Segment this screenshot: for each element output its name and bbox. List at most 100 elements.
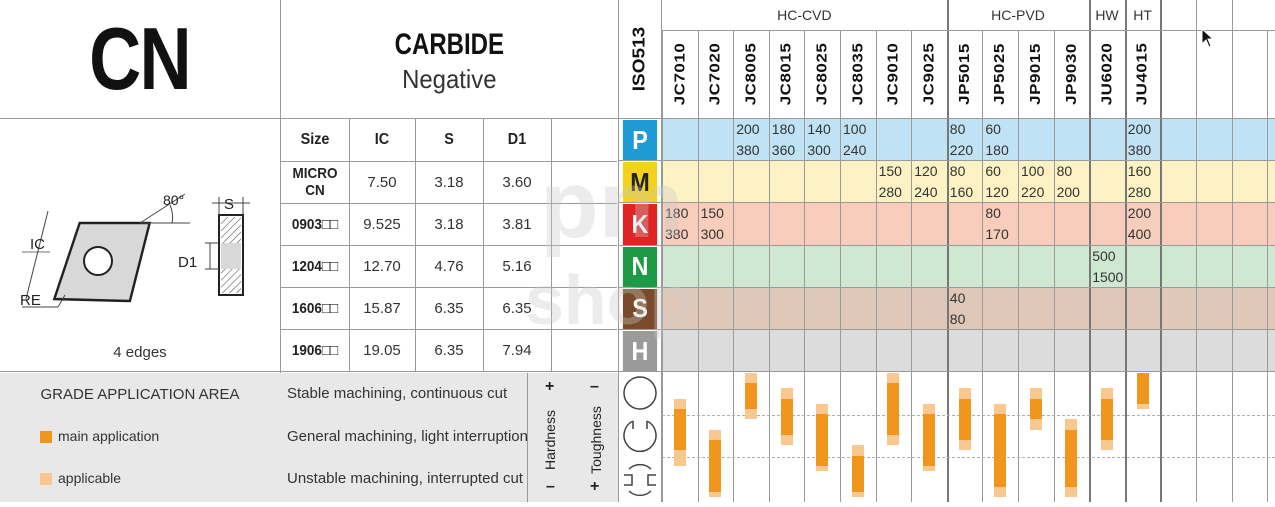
grid-row-line xyxy=(662,30,1275,31)
dim-col-line xyxy=(483,119,484,372)
dim-col-line xyxy=(551,119,552,372)
hardness-plus: + xyxy=(545,378,555,395)
main-application-bar xyxy=(994,414,1007,487)
main-application-bar xyxy=(709,440,722,492)
hardness-toughness-cell xyxy=(528,373,618,502)
dim-col-line xyxy=(415,119,416,372)
dim-row-line xyxy=(281,287,617,288)
insert-drawing-icon: 80° S D1 IC RE xyxy=(20,192,250,309)
dim-cell-s: 3.18 xyxy=(434,215,464,233)
series-code: CN xyxy=(89,9,193,108)
re-label: RE xyxy=(20,292,41,309)
dim-cell-ic: 15.87 xyxy=(363,299,401,317)
dim-cell-d1: 5.16 xyxy=(502,257,532,275)
dim-header-ic: IC xyxy=(374,131,390,148)
grade-header-cell: JC8025 xyxy=(804,30,840,118)
dim-cell-s: 6.35 xyxy=(434,299,464,317)
hardness-minus: – xyxy=(546,478,555,495)
main-application-bar xyxy=(887,383,900,435)
grade-header-cell: JC9010 xyxy=(876,30,912,118)
dim-cell-d1: 3.60 xyxy=(502,173,532,191)
main-application-swatch xyxy=(40,431,52,443)
condition-unstable: Unstable machining, interrupted cut xyxy=(287,470,523,487)
hardness-label-cell: Hardness xyxy=(530,410,570,470)
grade-header-cell: JC7020 xyxy=(698,30,734,118)
dim-cell-size: 1606□□ xyxy=(291,299,339,317)
hardness-label: Hardness xyxy=(542,410,559,470)
mouse-cursor-icon xyxy=(1201,28,1215,48)
grade-header-cell: JC8035 xyxy=(840,30,876,118)
material-row-k xyxy=(662,203,1275,246)
applicable-bar xyxy=(851,445,864,497)
insert-type: Negative xyxy=(401,63,497,94)
condition-general: General machining, light interruption xyxy=(287,428,528,445)
grade-jp9015: JP9015 xyxy=(1027,43,1044,105)
group-hc-pvd: HC-PVD xyxy=(991,7,1045,23)
main-application-bar xyxy=(780,398,793,435)
continuous-cut-icon xyxy=(623,376,657,410)
grade-jc9010: JC9010 xyxy=(884,42,902,106)
dim-cell-ic: 19.05 xyxy=(363,341,401,359)
dim-cell-d1: 3.81 xyxy=(502,215,532,233)
condition-icons xyxy=(619,373,661,502)
main-application-bar xyxy=(851,455,864,492)
grade-header-cell: JC7010 xyxy=(662,30,698,118)
dim-header-d1: D1 xyxy=(507,131,527,148)
grade-jc9025: JC9025 xyxy=(920,42,937,106)
applicable-bar xyxy=(709,429,722,497)
grade-jp9030: JP9030 xyxy=(1062,43,1080,105)
material-row-p xyxy=(662,119,1275,162)
applicable-bar xyxy=(958,388,971,451)
applicable-bar xyxy=(1136,373,1149,410)
application-title: GRADE APPLICATION AREA xyxy=(40,385,240,403)
grade-ju6020: JU6020 xyxy=(1098,42,1115,106)
s-label: S xyxy=(224,196,234,213)
grade-header-cell: JP5025 xyxy=(982,30,1018,118)
dim-cell-d1: 6.35 xyxy=(502,299,532,317)
grade-jc8025: JC8025 xyxy=(813,42,830,106)
applicable-bar xyxy=(1101,388,1113,451)
main-application-bar xyxy=(1065,429,1078,487)
grade-jc8005: JC8005 xyxy=(742,42,759,106)
material-row-s xyxy=(662,287,1275,330)
grade-jc8015: JC8015 xyxy=(778,42,795,106)
main-application-bar xyxy=(816,414,829,466)
toughness-plus: + xyxy=(590,478,600,495)
main-application-bar xyxy=(1101,398,1113,441)
material-type-cell: CARBIDE Negative xyxy=(281,0,617,118)
dim-cell-size: MICRO CN xyxy=(292,165,338,199)
dim-row-line xyxy=(281,161,617,162)
series-code-cell: CN xyxy=(0,0,280,118)
material-row-n xyxy=(662,245,1275,288)
main-application-bar xyxy=(673,409,686,451)
grade-jc7010: JC7010 xyxy=(671,42,688,106)
light-interruption-icon xyxy=(623,420,657,453)
grid-col-line xyxy=(1196,0,1197,30)
toughness-label-cell: Toughness xyxy=(576,405,616,475)
applicable-bar xyxy=(1029,388,1042,430)
dim-cell-ic: 7.50 xyxy=(367,173,397,191)
dim-cell-size: 1906□□ xyxy=(291,341,339,359)
grid-col-line xyxy=(1232,0,1233,30)
watermark-pm: pm xyxy=(540,151,684,258)
main-application-bar xyxy=(1136,373,1149,404)
dim-row-line xyxy=(281,245,617,246)
grade-header-cell: JC8005 xyxy=(733,30,769,118)
group-hc-cvd: HC-CVD xyxy=(777,7,832,23)
group-hw: HW xyxy=(1095,7,1119,23)
dim-header-s: S xyxy=(444,131,454,148)
applicable-swatch xyxy=(40,473,52,485)
grade-header-cell: JP9015 xyxy=(1018,30,1054,118)
iso-label: ISO513 xyxy=(630,26,649,92)
applicable-bar xyxy=(673,398,686,466)
dim-cell-s: 3.18 xyxy=(434,173,464,191)
grade-jc8035: JC8035 xyxy=(849,42,866,106)
applicable-bar xyxy=(816,403,829,472)
applicable-label: applicable xyxy=(58,470,122,486)
dim-cell-ic: 12.70 xyxy=(363,257,401,275)
dim-cell-s: 4.76 xyxy=(434,257,464,275)
dim-col-line xyxy=(349,119,350,372)
insert-drawing-cell: 80° S D1 IC RE 4 edges xyxy=(0,119,280,372)
grade-header-cell: JC9025 xyxy=(911,30,947,118)
applicable-bar xyxy=(745,373,757,420)
